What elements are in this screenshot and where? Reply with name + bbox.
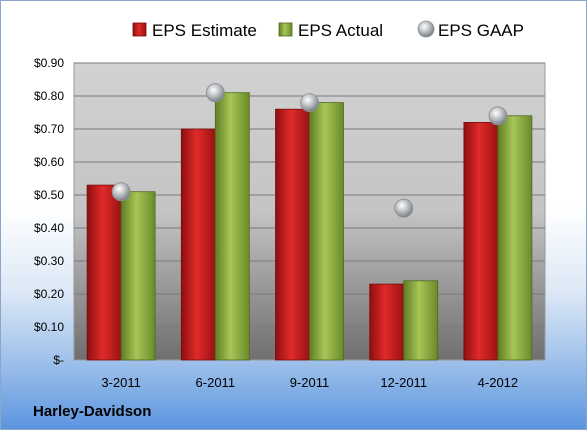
x-tick-label: 12-2011: [380, 375, 427, 390]
legend-label: EPS Actual: [298, 21, 383, 40]
y-axis: $- $0.10 $0.20 $0.30 $0.40 $0.50 $0.60 $0.70 $0.…: [34, 56, 64, 367]
y-tick-label: $0.80: [34, 89, 64, 103]
eps-estimate-bar: [463, 122, 499, 361]
legend: EPS Estimate EPS Actual EPS GAAP: [132, 20, 524, 40]
x-axis: 3-2011 6-2011 9-2011 12-2011 4-2012: [101, 375, 518, 390]
company-name: Harley-Davidson: [33, 403, 152, 420]
eps-actual-bar: [403, 280, 439, 361]
eps-gaap-point: [205, 83, 225, 103]
legend-label: EPS Estimate: [152, 21, 257, 40]
x-tick-label: 4-2012: [478, 375, 518, 390]
eps-estimate-bar: [275, 108, 310, 361]
x-tick-label: 9-2011: [290, 375, 330, 390]
eps-actual-bar: [120, 191, 156, 361]
eps-gaap-point: [488, 106, 508, 126]
eps-gaap-point: [111, 182, 131, 202]
legend-swatch: [132, 22, 147, 37]
y-tick-label: $0.10: [34, 320, 64, 334]
eps-estimate-bar: [180, 128, 216, 361]
eps-estimate-bar: [86, 184, 122, 361]
eps-actual-bar: [309, 102, 344, 361]
legend-label: EPS GAAP: [438, 21, 524, 40]
y-tick-label: $0.20: [34, 287, 64, 301]
y-tick-label: $0.40: [34, 221, 64, 235]
legend-swatch: [417, 20, 435, 38]
y-tick-label: $0.90: [34, 56, 64, 70]
eps-gaap-point: [300, 93, 319, 112]
x-tick-label: 6-2011: [196, 375, 236, 390]
y-tick-label: $0.70: [34, 122, 64, 136]
x-tick-label: 3-2011: [101, 375, 141, 390]
gaap-points: [111, 83, 508, 218]
eps-actual-bar: [497, 115, 533, 361]
bars: [86, 92, 533, 361]
eps-estimate-bar: [369, 283, 405, 361]
y-tick-label: $0.60: [34, 155, 64, 169]
eps-gaap-point: [394, 198, 414, 218]
y-tick-label: $0.30: [34, 254, 64, 268]
y-tick-label: $0.50: [34, 188, 64, 202]
y-tick-label: $-: [53, 353, 64, 367]
legend-swatch: [278, 22, 293, 37]
eps-actual-bar: [214, 92, 250, 361]
